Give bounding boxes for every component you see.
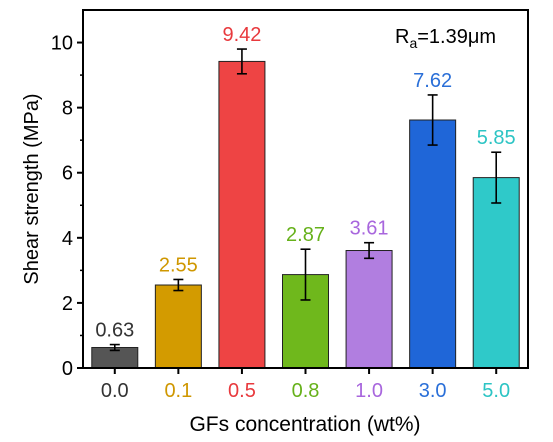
roughness-annotation-prefix: R [395, 26, 409, 48]
roughness-annotation-subscript: a [409, 35, 417, 51]
y-ticks-group: 0 2 4 6 8 10 [51, 33, 83, 380]
roughness-annotation: Ra=1.39μm [395, 26, 496, 51]
y-tick-label-10: 10 [51, 33, 73, 55]
bars-group [91, 60, 520, 369]
y-axis-label: Shear strength (MPa) [21, 93, 43, 284]
value-label-0.5: 9.42 [222, 24, 261, 46]
value-label-3.0: 7.62 [413, 70, 452, 92]
x-tick-label-3.0: 3.0 [419, 380, 447, 402]
bar-3.0 [409, 119, 457, 369]
y-tick-label-4: 4 [62, 228, 73, 250]
value-label-0.0: 0.63 [95, 320, 134, 342]
bar-5.0 [472, 177, 520, 369]
x-tick-label-0.0: 0.0 [101, 380, 129, 402]
y-tick-label-8: 8 [62, 98, 73, 120]
x-tick-label-1.0: 1.0 [355, 380, 383, 402]
value-label-0.8: 2.87 [286, 224, 325, 246]
x-tick-label-0.5: 0.5 [228, 380, 256, 402]
bar-0.5 [218, 60, 266, 369]
x-tick-label-5.0: 5.0 [482, 380, 510, 402]
y-tick-label-0: 0 [62, 358, 73, 380]
value-labels-group: 0.63 2.55 9.42 2.87 3.61 7.62 5.85 [95, 24, 515, 342]
y-tick-label-6: 6 [62, 163, 73, 185]
value-label-5.0: 5.85 [477, 127, 516, 149]
value-label-0.1: 2.55 [159, 254, 198, 276]
bar-0.1 [154, 284, 202, 369]
y-tick-label-2: 2 [62, 293, 73, 315]
roughness-annotation-suffix: =1.39μm [417, 26, 496, 48]
bar-1.0 [345, 250, 393, 369]
x-tick-label-0.1: 0.1 [164, 380, 192, 402]
x-axis-label: GFs concentration (wt%) [189, 413, 420, 436]
x-tick-label-0.8: 0.8 [292, 380, 320, 402]
value-label-1.0: 3.61 [350, 218, 389, 240]
error-bars-group [109, 48, 502, 352]
x-ticks-group: 0.0 0.1 0.5 0.8 1.0 3.0 5.0 [101, 368, 510, 402]
